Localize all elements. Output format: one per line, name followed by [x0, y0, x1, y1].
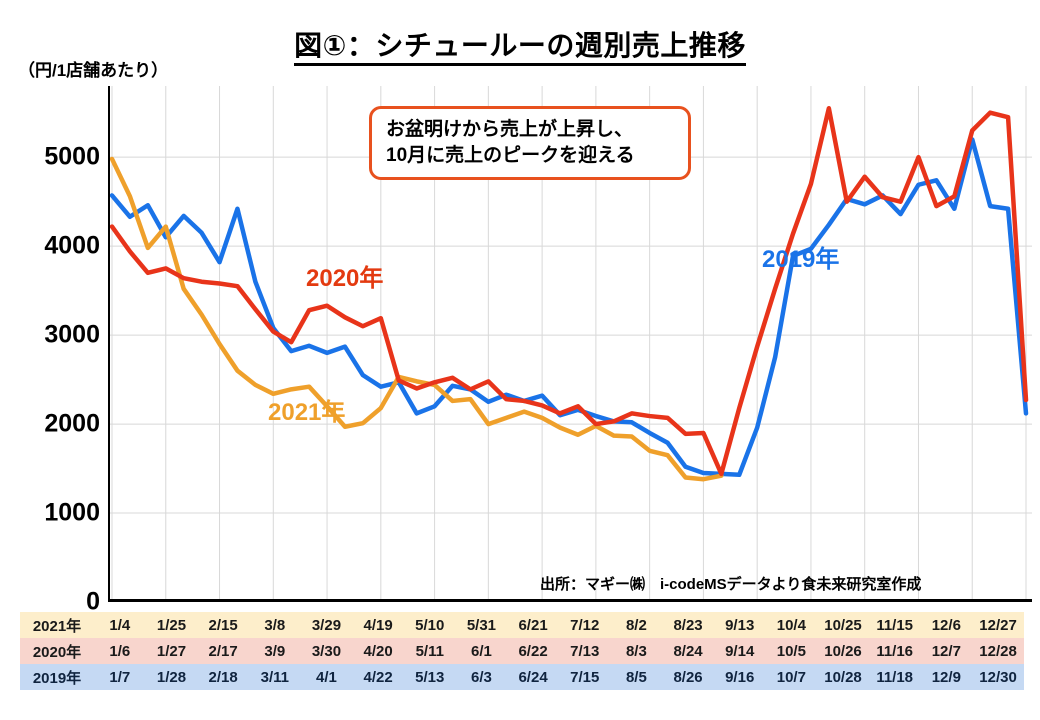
date-cell: 2/17 — [197, 638, 249, 664]
date-cell: 1/7 — [94, 664, 146, 690]
date-cell: 6/1 — [455, 638, 508, 664]
date-cell: 1/28 — [145, 664, 198, 690]
y-tick-5000: 5000 — [44, 142, 100, 171]
date-table-row: 2021年 1/4 1/25 2/15 3/8 3/29 4/19 5/10 5/31 6/21 7… — [20, 612, 1024, 638]
date-cell: 6/24 — [507, 664, 559, 690]
date-cell: 10/26 — [817, 638, 869, 664]
y-tick-2000: 2000 — [44, 409, 100, 438]
y-tick-4000: 4000 — [44, 231, 100, 260]
date-cell: 7/13 — [558, 638, 611, 664]
date-cell: 10/25 — [817, 612, 869, 638]
date-cell: 10/4 — [765, 612, 818, 638]
date-cell: 8/5 — [610, 664, 663, 690]
series-lines — [109, 105, 1029, 482]
date-cell: 7/12 — [558, 612, 611, 638]
date-cell: 3/8 — [248, 612, 301, 638]
date-cell: 4/1 — [300, 664, 353, 690]
date-cell: 1/27 — [145, 638, 198, 664]
date-cell: 2/18 — [197, 664, 249, 690]
date-cell: 12/30 — [972, 664, 1024, 690]
series-label-2021: 2021年 — [268, 399, 346, 426]
date-cell: 12/9 — [920, 664, 973, 690]
date-cell: 8/3 — [610, 638, 663, 664]
date-cell: 10/5 — [765, 638, 818, 664]
date-cell: 5/11 — [403, 638, 456, 664]
date-cell: 2/15 — [197, 612, 249, 638]
date-row-year-label: 2020年 — [20, 638, 94, 664]
series-line-2020 — [109, 105, 1029, 477]
date-cell: 1/25 — [145, 612, 198, 638]
y-axis-tick-labels: 5000 4000 3000 2000 1000 0 — [0, 86, 100, 616]
date-cell: 11/15 — [868, 612, 921, 638]
date-cell: 5/13 — [403, 664, 456, 690]
date-cell: 7/15 — [558, 664, 611, 690]
date-cell: 6/3 — [455, 664, 508, 690]
annotation-line-1: お盆明けから売上が上昇し、 — [386, 119, 634, 140]
date-axis-table: 2021年 1/4 1/25 2/15 3/8 3/29 4/19 5/10 5/31 6/21 7… — [20, 612, 1024, 690]
date-cell: 5/31 — [455, 612, 508, 638]
page-title-text: 図①：シチュールーの週別売上推移 — [294, 30, 746, 66]
date-cell: 10/28 — [817, 664, 869, 690]
date-cell: 8/24 — [662, 638, 714, 664]
series-label-2019: 2019年 — [762, 246, 840, 273]
date-cell: 8/2 — [610, 612, 663, 638]
date-cell: 9/16 — [713, 664, 766, 690]
date-cell: 3/30 — [300, 638, 353, 664]
y-tick-0: 0 — [86, 587, 100, 616]
date-cell: 3/29 — [300, 612, 353, 638]
date-cell: 8/26 — [662, 664, 714, 690]
date-cell: 11/16 — [868, 638, 921, 664]
page-title: 図①：シチュールーの週別売上推移 — [0, 24, 1040, 66]
annotation-line-2: 10月に売上のピークを迎える — [386, 144, 635, 166]
date-table-row: 2019年 1/7 1/28 2/18 3/11 4/1 4/22 5/13 6/3 6/24 7/… — [20, 664, 1024, 690]
date-cell: 6/21 — [507, 612, 559, 638]
date-cell: 9/13 — [713, 612, 766, 638]
date-row-year-label: 2019年 — [20, 664, 94, 690]
series-line-2019 — [109, 137, 1029, 478]
date-cell: 12/6 — [920, 612, 973, 638]
date-cell: 1/4 — [94, 612, 146, 638]
date-cell: 5/10 — [403, 612, 456, 638]
date-cell: 10/7 — [765, 664, 818, 690]
date-cell: 4/20 — [352, 638, 404, 664]
y-gridlines — [108, 156, 1032, 514]
y-axis-unit-label: （円/1店舗あたり） — [18, 61, 169, 80]
date-table-row: 2020年 1/6 1/27 2/17 3/9 3/30 4/20 5/11 6/1 6/22 7/… — [20, 638, 1024, 664]
annotation-callout: お盆明けから売上が上昇し、 10月に売上のピークを迎える — [369, 106, 691, 181]
date-cell: 3/11 — [248, 664, 301, 690]
date-cell: 3/9 — [248, 638, 301, 664]
date-cell: 1/6 — [94, 638, 146, 664]
date-cell: 9/14 — [713, 638, 766, 664]
date-cell: 12/27 — [972, 612, 1024, 638]
date-cell: 4/22 — [352, 664, 404, 690]
date-cell: 6/22 — [507, 638, 559, 664]
date-cell: 12/7 — [920, 638, 973, 664]
y-tick-3000: 3000 — [44, 320, 100, 349]
series-line-2021 — [109, 156, 724, 482]
date-row-year-label: 2021年 — [20, 612, 94, 638]
date-cell: 4/19 — [352, 612, 404, 638]
series-label-2020: 2020年 — [306, 265, 384, 292]
date-cell: 12/28 — [972, 638, 1024, 664]
date-cell: 11/18 — [868, 664, 921, 690]
source-note: 出所：マギー㈱ i-codeMSデータより食未来研究室作成 — [540, 576, 922, 593]
y-tick-1000: 1000 — [44, 498, 100, 527]
date-cell: 8/23 — [662, 612, 714, 638]
